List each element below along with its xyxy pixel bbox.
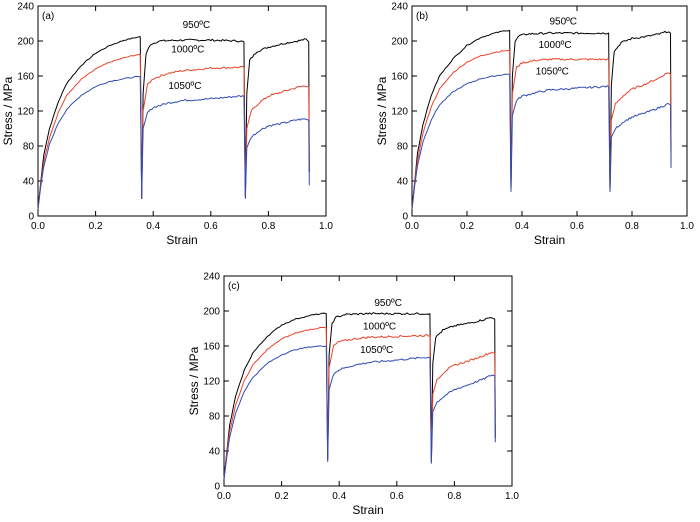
series-line-1000 xyxy=(411,49,672,210)
temperature-annotation: 950ºC xyxy=(374,298,402,309)
panel-label: (b) xyxy=(416,11,428,22)
plot-frame xyxy=(37,5,327,217)
x-tick-label: 0.0 xyxy=(31,221,45,232)
y-tick-label: 160 xyxy=(203,342,220,353)
panel-a: 0 40 80 120 160 200 240 0.0 0.2 0.4 0.6 0.8 1.0 Strai… xyxy=(1,2,333,248)
series-line-950 xyxy=(37,36,310,210)
x-tick-label: 0.2 xyxy=(275,491,289,502)
panel-b: 0 40 80 120 160 200 240 0.0 0.2 0.4 0.6 0.8 1.0 Strai… xyxy=(375,2,694,248)
temperature-annotation: 950ºC xyxy=(183,20,211,31)
x-tick-label: 0.6 xyxy=(204,221,218,232)
x-tick-label: 0.8 xyxy=(625,221,639,232)
series-line-1050 xyxy=(37,75,310,210)
x-tick-label: 0.4 xyxy=(515,221,529,232)
x-axis-label: Strain xyxy=(534,233,565,247)
y-tick-label: 120 xyxy=(17,107,34,118)
x-axis-label: Strain xyxy=(166,233,197,247)
y-tick-label: 240 xyxy=(391,2,408,13)
series-line-1000 xyxy=(223,326,496,480)
temperature-annotation: 1000ºC xyxy=(538,40,571,51)
y-tick-label: 200 xyxy=(17,37,34,48)
y-tick-label: 40 xyxy=(397,177,409,188)
y-tick-label: 0 xyxy=(28,212,34,223)
x-tick-label: 0.2 xyxy=(460,221,474,232)
y-tick-label: 240 xyxy=(203,272,220,283)
y-tick-label: 40 xyxy=(209,447,221,458)
y-tick-label: 40 xyxy=(23,177,35,188)
series-line-1000 xyxy=(37,53,310,210)
series-line-950 xyxy=(223,312,496,480)
temperature-annotation: 1000ºC xyxy=(363,321,396,332)
y-tick-label: 80 xyxy=(23,142,35,153)
y-tick-label: 80 xyxy=(209,412,221,423)
x-tick-label: 0.2 xyxy=(89,221,103,232)
plot-frame xyxy=(411,5,688,217)
temperature-annotation: 1050ºC xyxy=(536,66,569,77)
series-line-950 xyxy=(411,30,672,210)
x-tick-label: 0.6 xyxy=(570,221,584,232)
x-tick-label: 0.4 xyxy=(146,221,160,232)
x-tick-label: 0.0 xyxy=(405,221,419,232)
y-tick-label: 160 xyxy=(391,72,408,83)
x-axis-label: Strain xyxy=(352,503,383,517)
x-tick-label: 1.0 xyxy=(319,221,333,232)
y-tick-label: 0 xyxy=(402,212,408,223)
x-tick-label: 0.8 xyxy=(447,491,461,502)
temperature-annotation: 1050ºC xyxy=(168,81,201,92)
x-tick-label: 0.4 xyxy=(332,491,346,502)
panel-label: (c) xyxy=(228,281,240,292)
series-line-1050 xyxy=(411,73,672,210)
temperature-annotation: 1050ºC xyxy=(360,345,393,356)
y-axis-label: Stress / MPa xyxy=(187,346,201,415)
y-tick-label: 160 xyxy=(17,72,34,83)
series-line-1050 xyxy=(223,345,496,480)
y-axis-label: Stress / MPa xyxy=(1,76,15,145)
y-tick-label: 200 xyxy=(391,37,408,48)
y-tick-label: 120 xyxy=(203,377,220,388)
y-tick-label: 240 xyxy=(17,2,34,13)
y-tick-label: 120 xyxy=(391,107,408,118)
temperature-annotation: 950ºC xyxy=(549,16,577,27)
x-tick-label: 0.6 xyxy=(390,491,404,502)
y-tick-label: 0 xyxy=(214,482,220,493)
panel-label: (a) xyxy=(42,11,54,22)
x-tick-label: 0.8 xyxy=(261,221,275,232)
plot-frame xyxy=(223,275,513,487)
x-tick-label: 1.0 xyxy=(680,221,694,232)
x-tick-label: 1.0 xyxy=(505,491,519,502)
temperature-annotation: 1000ºC xyxy=(171,44,204,55)
x-tick-label: 0.0 xyxy=(217,491,231,502)
y-tick-label: 80 xyxy=(397,142,409,153)
y-axis-label: Stress / MPa xyxy=(375,76,389,145)
y-tick-label: 200 xyxy=(203,307,220,318)
panel-c: 0 40 80 120 160 200 240 0.0 0.2 0.4 0.6 0.8 1.0 Strai… xyxy=(187,272,519,518)
